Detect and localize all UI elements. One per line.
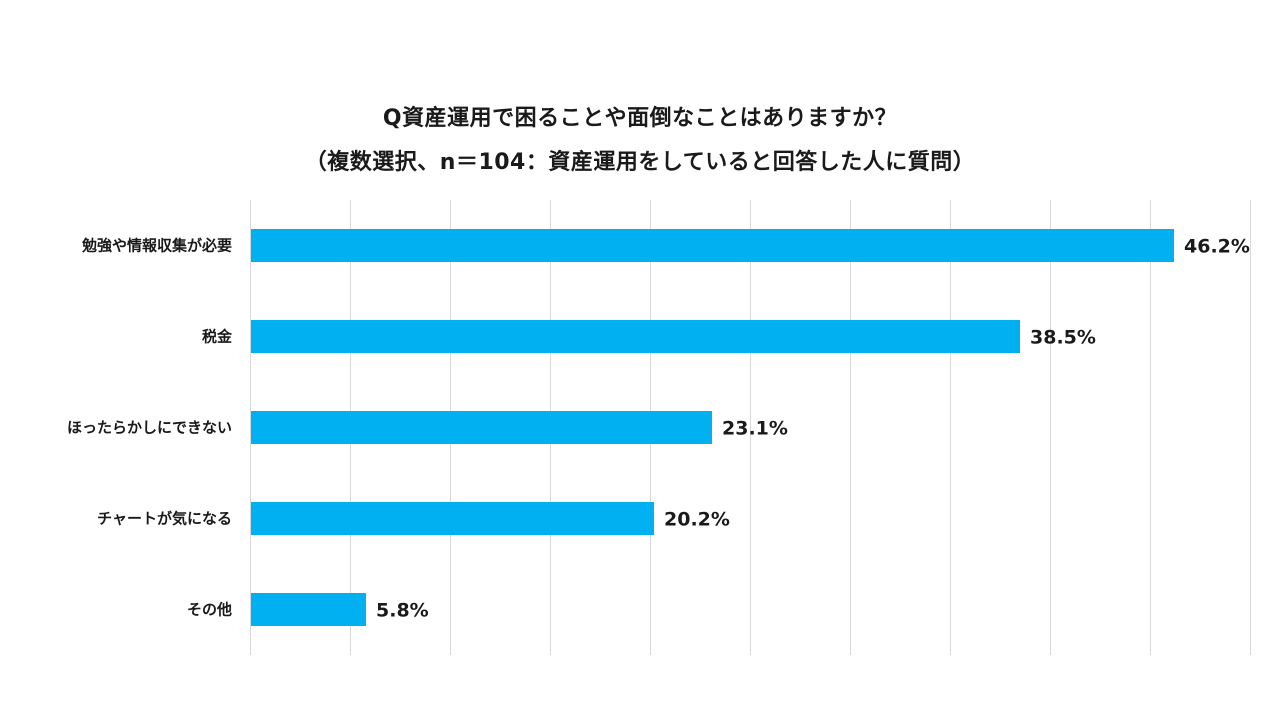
bar: [251, 593, 366, 626]
bar: [251, 502, 654, 535]
labels: 勉強や情報収集が必要 46.2% 税金 38.5% ほったらかしにできない 23.1% チャ…: [67, 236, 1250, 622]
grid-lines: [250, 200, 1251, 655]
value-label: 23.1%: [722, 418, 788, 440]
category-label: その他: [187, 601, 232, 619]
category-label: 税金: [202, 328, 233, 346]
value-label: 38.5%: [1030, 327, 1096, 349]
bar: [251, 320, 1020, 353]
category-label: ほったらかしにできない: [67, 419, 232, 437]
chart-title: Q資産運用で困ることや面倒なことはありますか？: [382, 106, 898, 131]
category-label: 勉強や情報収集が必要: [81, 237, 232, 255]
value-label: 20.2%: [664, 509, 730, 531]
chart-subtitle: （複数選択、n＝104：資産運用をしていると回答した人に質問）: [304, 150, 976, 175]
value-label: 5.8%: [376, 600, 429, 622]
bar: [251, 411, 712, 444]
value-label: 46.2%: [1184, 236, 1250, 258]
category-label: チャートが気になる: [97, 510, 232, 528]
bars: [251, 229, 1174, 626]
bar: [251, 229, 1174, 262]
